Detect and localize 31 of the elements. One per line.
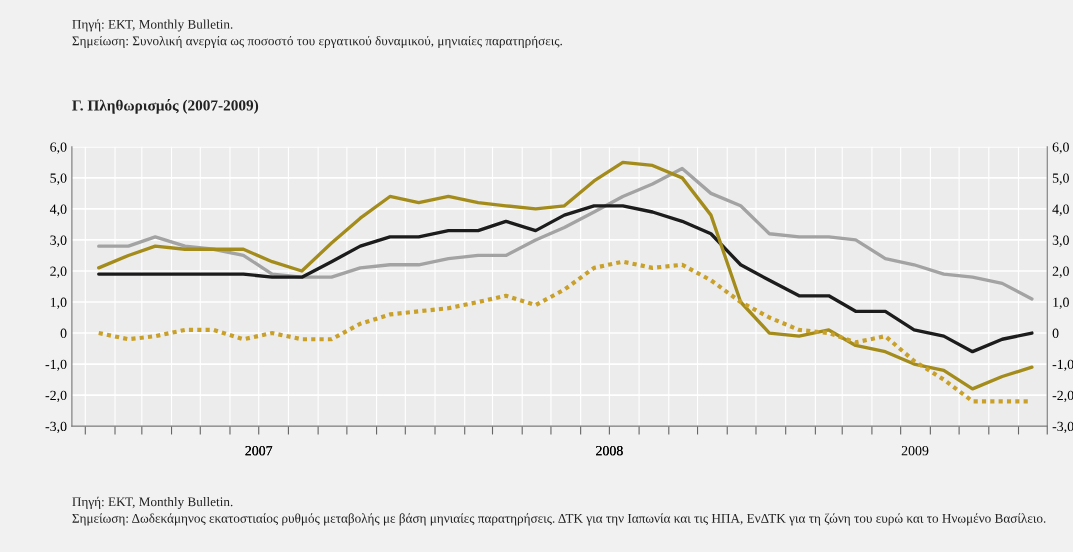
x-tick-label: 2008 <box>596 445 623 456</box>
text: Σημείωση: Δωδεκάμηνος εκατοστιαίος ρυθμός μεταβολής με βάση μηνιαίες παρατηρήσεις. ΔΤΚ για την Ιαπωνία και τις ΗΠΑ, ΕνΔΤΚ για τη ζώνη του ευρώ και το Ηνωμένο Βασίλειο. <box>72 513 1046 526</box>
line-series <box>97 160 1034 391</box>
y-tick-label: 2,0 <box>50 266 67 278</box>
text: Πηγή: ΕΚΤ, Monthly Bulletin. <box>72 19 233 32</box>
y-tick-label: 0 <box>60 328 67 338</box>
text: Πηγή: ΕΚΤ, Monthly Bulletin. <box>72 496 233 509</box>
y-tick-label: 1,0 <box>50 297 67 309</box>
y2-tick-label: 1,0 <box>1053 297 1069 309</box>
y-tick-label: -3,0 <box>45 421 67 434</box>
y2-tick-label: 5,0 <box>1052 173 1069 185</box>
y-tick-label: 4,0 <box>49 204 67 216</box>
y2-tick-label: -3,0 <box>1052 421 1073 434</box>
line-series <box>97 166 1034 301</box>
y-tick-label: 5,0 <box>50 173 67 185</box>
y2-tick-label: 3,0 <box>1052 235 1069 247</box>
chart-title: Γ. Πληθωρισμός (2007-2009) <box>72 99 259 114</box>
y2-tick-label: 2,0 <box>1052 266 1069 278</box>
y2-tick-label: -2,0 <box>1052 390 1073 403</box>
line-series <box>97 204 1034 354</box>
y-tick-label: -1,0 <box>45 359 67 372</box>
text: Σημείωση: Συνολική ανεργία ως ποσοστό του εργατικού δυναμικού, μηνιαίες παρατηρήσεις. <box>72 35 562 49</box>
y2-tick-label: 0 <box>1052 328 1059 338</box>
y-tick-label: 6,0 <box>50 142 67 154</box>
x-tick-label: 2007 <box>245 445 273 456</box>
y2-tick-label: 6,0 <box>1052 142 1069 154</box>
y2-tick-label: -1,0 <box>1052 359 1073 372</box>
y-tick-label: 3,0 <box>50 235 67 247</box>
y2-tick-label: 4,0 <box>1052 204 1069 216</box>
x-tick-label: 2009 <box>901 445 929 456</box>
y-tick-label: -2,0 <box>45 390 67 403</box>
